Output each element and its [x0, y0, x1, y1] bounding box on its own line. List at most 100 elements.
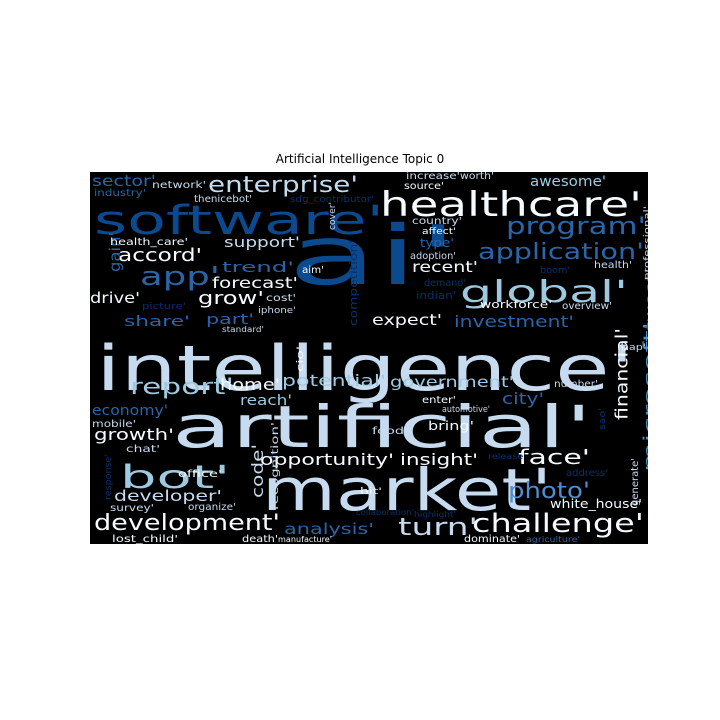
- word-map: map': [618, 343, 646, 353]
- word-picture: picture': [142, 302, 186, 312]
- word-recognition: recognition': [270, 422, 281, 510]
- word-expect: expect': [372, 311, 442, 329]
- word-overview: overview': [562, 301, 612, 312]
- word-type: type': [420, 236, 454, 250]
- word-cloud-canvas: intelligence'artificial'market' ai'softwa…: [90, 172, 648, 544]
- word-chat: chat': [126, 444, 160, 455]
- word-microsoft: microsoft': [641, 322, 648, 472]
- word-development: development': [94, 511, 280, 536]
- word-increase: increase': [406, 172, 460, 182]
- word-app: app': [140, 262, 220, 292]
- word-manufacture: manufacture': [278, 535, 332, 544]
- word-survey: survey': [110, 503, 154, 514]
- word-food: food': [372, 426, 408, 437]
- word-market: market': [262, 456, 552, 524]
- word-share: share': [124, 314, 190, 330]
- word-part: part': [206, 312, 254, 328]
- word-workforce: workforce': [480, 298, 552, 311]
- word-program: program': [506, 212, 646, 240]
- word-report: report': [130, 375, 234, 400]
- word-office: office': [178, 469, 222, 480]
- word-adoption: adoption': [410, 251, 456, 262]
- word-death: death': [242, 534, 278, 544]
- word-artificial: artificial': [172, 393, 592, 461]
- word-professional: professional': [643, 206, 648, 280]
- word-number: number': [554, 379, 598, 390]
- word-reach: reach': [240, 393, 292, 409]
- word-standard: standard': [222, 325, 264, 334]
- word-economy: economy': [92, 403, 168, 419]
- word-potential: potential': [282, 371, 386, 390]
- word-cio: cio': [296, 346, 306, 372]
- word-code: code': [248, 444, 267, 498]
- word-photo: photo': [508, 479, 590, 504]
- word-generate: generate': [630, 458, 641, 506]
- word-boom: boom': [540, 266, 570, 276]
- word-forecast: forecast': [212, 274, 298, 292]
- word-gain: gain': [106, 232, 124, 272]
- word-agriculture: agriculture': [526, 535, 580, 544]
- word-country: country': [412, 216, 462, 227]
- word-mobile: mobile': [92, 419, 136, 430]
- word-highlight: highlight': [414, 510, 456, 519]
- word-ai: ai': [288, 209, 458, 304]
- word-competition: competition': [347, 240, 360, 326]
- word-sao: sao': [598, 408, 608, 430]
- word-bring: bring': [428, 419, 474, 433]
- word-accord: accord': [118, 245, 202, 266]
- word-health: health': [594, 260, 632, 271]
- word-recent: recent': [412, 258, 478, 276]
- word-intelligence: intelligence': [96, 332, 634, 405]
- word-sdg-contributor: sdg_contributor': [290, 195, 374, 205]
- word-industry: industry': [94, 188, 146, 199]
- word-healthcare: healthcare': [380, 185, 642, 225]
- word-financial: financial': [613, 328, 633, 420]
- word-worth: worth': [460, 172, 494, 182]
- word-release: release': [488, 452, 526, 461]
- word-bot: bot': [120, 458, 230, 496]
- figure-title: Artificial Intelligence Topic 0: [275, 152, 445, 166]
- word-affect: affect': [422, 227, 456, 237]
- word-global: global': [460, 275, 628, 310]
- word-address: address': [566, 468, 608, 479]
- word-tweet: tweet': [641, 268, 648, 330]
- word-grow: grow': [198, 288, 264, 309]
- word-health-care: health_care': [110, 237, 188, 248]
- word-developer: developer': [114, 487, 222, 505]
- word-sector: sector': [92, 172, 156, 190]
- word-indian: indian': [416, 289, 456, 302]
- word-challenge: challenge': [472, 509, 644, 539]
- word-hit: hit': [360, 487, 382, 497]
- word-awesome: awesome': [530, 174, 606, 190]
- word-application: application': [478, 240, 644, 265]
- word-analysis: analysis': [284, 520, 374, 538]
- word-iphone: iphone': [258, 306, 296, 316]
- word-software: software': [94, 198, 384, 244]
- word-automotive: automotive': [442, 405, 490, 415]
- word-trend: trend': [222, 260, 294, 276]
- word-enterprise: enterprise': [208, 173, 358, 198]
- word-opportunity: opportunity': [260, 450, 394, 469]
- word-thenicebot: thenicebot': [194, 194, 252, 205]
- word-drive: drive': [90, 289, 140, 307]
- word-dominate: dominate': [464, 534, 520, 544]
- word-collaboration: collaboration': [356, 508, 414, 517]
- word-aim: aim': [302, 265, 324, 276]
- word-insight: insight': [400, 450, 478, 469]
- word-organize: organize': [188, 502, 236, 513]
- word-response: response': [104, 454, 114, 500]
- word-turn: turn': [398, 513, 478, 541]
- word-government: government': [390, 373, 514, 391]
- word-demand: demand': [424, 278, 466, 289]
- word-support: support': [224, 235, 300, 251]
- word-home: home': [220, 375, 280, 394]
- word-face: face': [518, 445, 590, 469]
- word-investment: investment': [454, 312, 574, 331]
- word-lost-child: lost_child': [112, 534, 178, 544]
- word-cost: cost': [266, 293, 296, 304]
- word-cloud: intelligence' artificial' market' ai' softwa…: [90, 172, 648, 544]
- word-city: city': [502, 389, 544, 408]
- word-growth: growth': [94, 425, 174, 444]
- word-source: source': [404, 181, 444, 192]
- word-enter: enter': [422, 395, 456, 406]
